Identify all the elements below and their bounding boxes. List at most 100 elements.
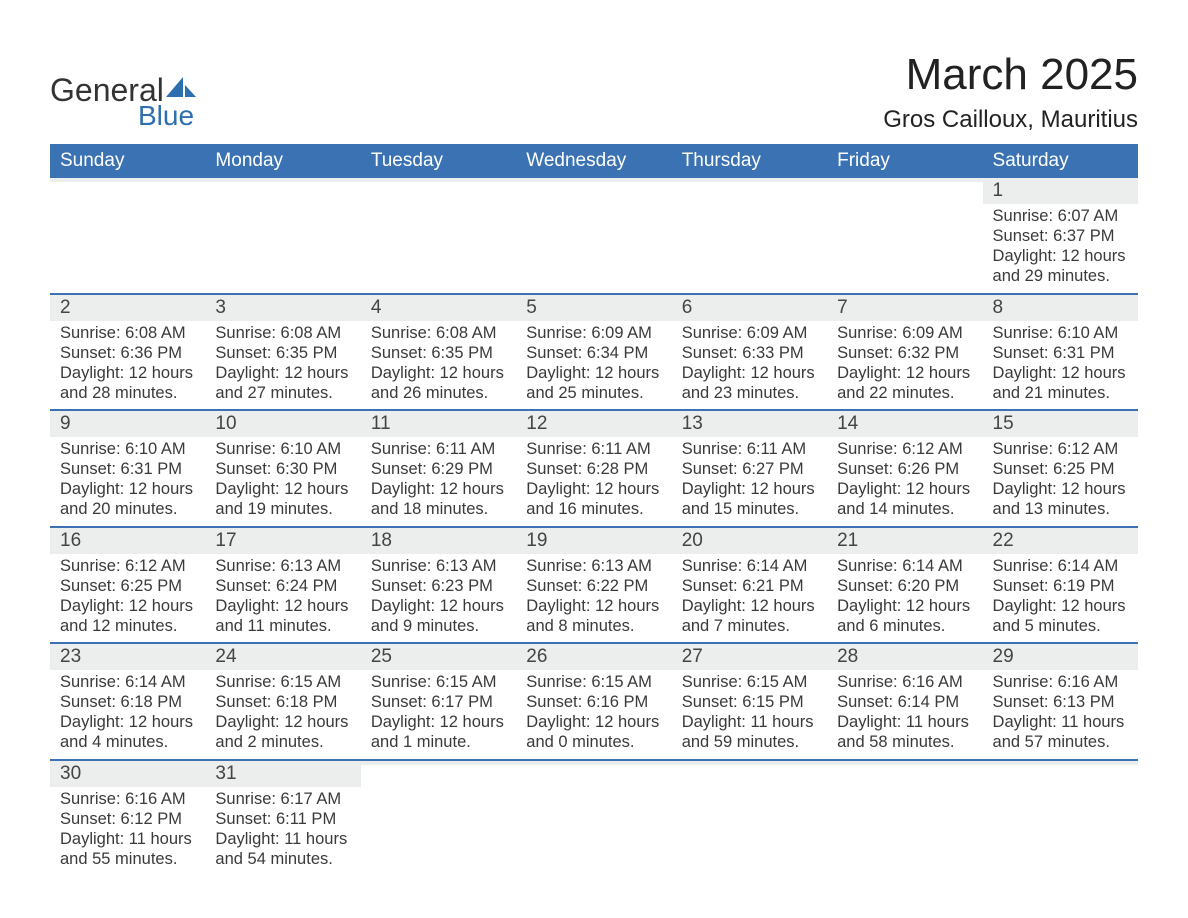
sunrise-line: Sunrise: 6:15 AM — [526, 672, 661, 692]
day-details — [205, 182, 360, 190]
daylight-line: Daylight: 12 hours and 9 minutes. — [371, 596, 506, 636]
calendar-body: 1Sunrise: 6:07 AMSunset: 6:37 PMDaylight… — [50, 178, 1138, 875]
calendar-day-cell: 28Sunrise: 6:16 AMSunset: 6:14 PMDayligh… — [827, 643, 982, 760]
day-number: 4 — [361, 295, 516, 321]
calendar-day-cell: 6Sunrise: 6:09 AMSunset: 6:33 PMDaylight… — [672, 294, 827, 411]
day-details: Sunrise: 6:13 AMSunset: 6:23 PMDaylight:… — [361, 554, 516, 643]
sunrise-line: Sunrise: 6:16 AM — [993, 672, 1128, 692]
sunset-line: Sunset: 6:19 PM — [993, 576, 1128, 596]
sunrise-line: Sunrise: 6:10 AM — [993, 323, 1128, 343]
calendar-day-cell: 20Sunrise: 6:14 AMSunset: 6:21 PMDayligh… — [672, 527, 827, 644]
day-number: 21 — [827, 528, 982, 554]
sunset-line: Sunset: 6:18 PM — [215, 692, 350, 712]
day-number: 5 — [516, 295, 671, 321]
calendar-header-row: SundayMondayTuesdayWednesdayThursdayFrid… — [50, 144, 1138, 178]
sunset-line: Sunset: 6:22 PM — [526, 576, 661, 596]
sunrise-line: Sunrise: 6:12 AM — [993, 439, 1128, 459]
sunset-line: Sunset: 6:35 PM — [215, 343, 350, 363]
day-details — [50, 182, 205, 190]
sunset-line: Sunset: 6:21 PM — [682, 576, 817, 596]
calendar-day-cell: 29Sunrise: 6:16 AMSunset: 6:13 PMDayligh… — [983, 643, 1138, 760]
sunset-line: Sunset: 6:33 PM — [682, 343, 817, 363]
calendar-day-cell: 10Sunrise: 6:10 AMSunset: 6:30 PMDayligh… — [205, 410, 360, 527]
calendar-day-cell: 15Sunrise: 6:12 AMSunset: 6:25 PMDayligh… — [983, 410, 1138, 527]
day-details — [672, 182, 827, 190]
sunrise-line: Sunrise: 6:14 AM — [60, 672, 195, 692]
sunset-line: Sunset: 6:30 PM — [215, 459, 350, 479]
day-details — [672, 765, 827, 773]
daylight-line: Daylight: 11 hours and 59 minutes. — [682, 712, 817, 752]
calendar-day-cell: 27Sunrise: 6:15 AMSunset: 6:15 PMDayligh… — [672, 643, 827, 760]
calendar-week-row: 1Sunrise: 6:07 AMSunset: 6:37 PMDaylight… — [50, 178, 1138, 294]
sunrise-line: Sunrise: 6:14 AM — [993, 556, 1128, 576]
sunset-line: Sunset: 6:27 PM — [682, 459, 817, 479]
sunrise-line: Sunrise: 6:11 AM — [371, 439, 506, 459]
sunrise-line: Sunrise: 6:12 AM — [60, 556, 195, 576]
calendar-day-cell: 3Sunrise: 6:08 AMSunset: 6:35 PMDaylight… — [205, 294, 360, 411]
sunset-line: Sunset: 6:20 PM — [837, 576, 972, 596]
calendar-week-row: 16Sunrise: 6:12 AMSunset: 6:25 PMDayligh… — [50, 527, 1138, 644]
day-details — [983, 765, 1138, 773]
day-details: Sunrise: 6:08 AMSunset: 6:35 PMDaylight:… — [205, 321, 360, 410]
calendar-week-row: 2Sunrise: 6:08 AMSunset: 6:36 PMDaylight… — [50, 294, 1138, 411]
weekday-header: Tuesday — [361, 144, 516, 178]
day-number: 31 — [205, 761, 360, 787]
day-details: Sunrise: 6:17 AMSunset: 6:11 PMDaylight:… — [205, 787, 360, 876]
day-details — [516, 182, 671, 190]
sunrise-line: Sunrise: 6:07 AM — [993, 206, 1128, 226]
weekday-header: Friday — [827, 144, 982, 178]
day-details: Sunrise: 6:14 AMSunset: 6:19 PMDaylight:… — [983, 554, 1138, 643]
sunrise-line: Sunrise: 6:08 AM — [371, 323, 506, 343]
day-details: Sunrise: 6:14 AMSunset: 6:21 PMDaylight:… — [672, 554, 827, 643]
day-number: 8 — [983, 295, 1138, 321]
daylight-line: Daylight: 12 hours and 22 minutes. — [837, 363, 972, 403]
daylight-line: Daylight: 12 hours and 25 minutes. — [526, 363, 661, 403]
calendar-day-cell: 9Sunrise: 6:10 AMSunset: 6:31 PMDaylight… — [50, 410, 205, 527]
daylight-line: Daylight: 12 hours and 11 minutes. — [215, 596, 350, 636]
day-details: Sunrise: 6:11 AMSunset: 6:28 PMDaylight:… — [516, 437, 671, 526]
day-number: 15 — [983, 411, 1138, 437]
sunrise-line: Sunrise: 6:12 AM — [837, 439, 972, 459]
day-details: Sunrise: 6:16 AMSunset: 6:14 PMDaylight:… — [827, 670, 982, 759]
day-details: Sunrise: 6:13 AMSunset: 6:24 PMDaylight:… — [205, 554, 360, 643]
daylight-line: Daylight: 12 hours and 0 minutes. — [526, 712, 661, 752]
day-details: Sunrise: 6:12 AMSunset: 6:25 PMDaylight:… — [50, 554, 205, 643]
sunset-line: Sunset: 6:15 PM — [682, 692, 817, 712]
day-number: 9 — [50, 411, 205, 437]
sunset-line: Sunset: 6:31 PM — [993, 343, 1128, 363]
sunset-line: Sunset: 6:26 PM — [837, 459, 972, 479]
sunset-line: Sunset: 6:36 PM — [60, 343, 195, 363]
weekday-header: Monday — [205, 144, 360, 178]
sunset-line: Sunset: 6:28 PM — [526, 459, 661, 479]
day-number: 13 — [672, 411, 827, 437]
calendar-day-cell: 2Sunrise: 6:08 AMSunset: 6:36 PMDaylight… — [50, 294, 205, 411]
daylight-line: Daylight: 12 hours and 27 minutes. — [215, 363, 350, 403]
weekday-header: Wednesday — [516, 144, 671, 178]
day-details: Sunrise: 6:10 AMSunset: 6:30 PMDaylight:… — [205, 437, 360, 526]
page-header: General Blue March 2025 Gros Cailloux, M… — [50, 50, 1138, 134]
day-details: Sunrise: 6:11 AMSunset: 6:27 PMDaylight:… — [672, 437, 827, 526]
day-number: 22 — [983, 528, 1138, 554]
day-details: Sunrise: 6:10 AMSunset: 6:31 PMDaylight:… — [50, 437, 205, 526]
calendar-day-cell: 8Sunrise: 6:10 AMSunset: 6:31 PMDaylight… — [983, 294, 1138, 411]
daylight-line: Daylight: 12 hours and 15 minutes. — [682, 479, 817, 519]
calendar-empty-cell — [983, 760, 1138, 876]
sunrise-line: Sunrise: 6:15 AM — [215, 672, 350, 692]
day-number: 16 — [50, 528, 205, 554]
day-number: 17 — [205, 528, 360, 554]
day-details: Sunrise: 6:07 AMSunset: 6:37 PMDaylight:… — [983, 204, 1138, 293]
sunrise-line: Sunrise: 6:13 AM — [371, 556, 506, 576]
day-details: Sunrise: 6:15 AMSunset: 6:15 PMDaylight:… — [672, 670, 827, 759]
sunset-line: Sunset: 6:16 PM — [526, 692, 661, 712]
day-details: Sunrise: 6:16 AMSunset: 6:13 PMDaylight:… — [983, 670, 1138, 759]
sunrise-line: Sunrise: 6:11 AM — [526, 439, 661, 459]
sunset-line: Sunset: 6:17 PM — [371, 692, 506, 712]
calendar-empty-cell — [827, 178, 982, 294]
sunset-line: Sunset: 6:37 PM — [993, 226, 1128, 246]
calendar-day-cell: 11Sunrise: 6:11 AMSunset: 6:29 PMDayligh… — [361, 410, 516, 527]
day-details: Sunrise: 6:16 AMSunset: 6:12 PMDaylight:… — [50, 787, 205, 876]
calendar-day-cell: 1Sunrise: 6:07 AMSunset: 6:37 PMDaylight… — [983, 178, 1138, 294]
sunrise-line: Sunrise: 6:11 AM — [682, 439, 817, 459]
day-number: 20 — [672, 528, 827, 554]
calendar-table: SundayMondayTuesdayWednesdayThursdayFrid… — [50, 144, 1138, 875]
